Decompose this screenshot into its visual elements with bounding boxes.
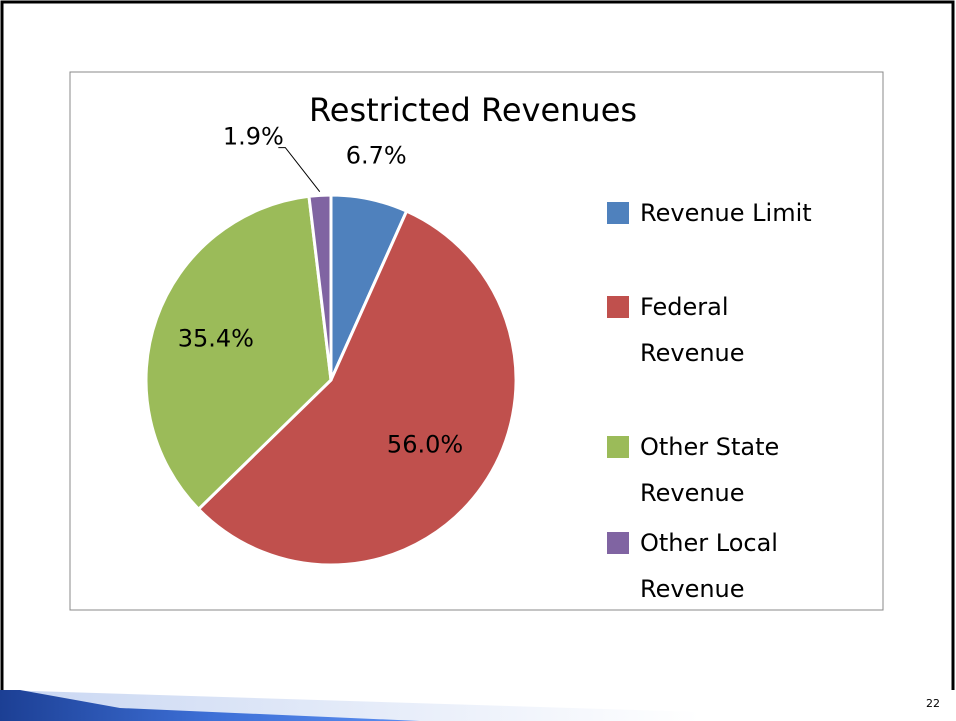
slide: Restricted Revenues 22 6.7% 56.0% 35.4% 1.9… (0, 0, 956, 721)
legend-swatch (607, 436, 629, 458)
data-label: 6.7% (346, 141, 407, 169)
data-label: 56.0% (387, 431, 463, 459)
chart-title: Restricted Revenues (309, 91, 637, 129)
legend-label: Revenue Limit (640, 190, 840, 236)
legend-swatch (607, 296, 629, 318)
legend-label: Other State Revenue (640, 424, 840, 516)
legend-label: Other Local Revenue (640, 520, 840, 612)
legend-item: Other Local Revenue (607, 520, 877, 612)
legend-swatch (607, 202, 629, 224)
legend-item: Other State Revenue (607, 424, 877, 516)
legend-item: Revenue Limit (607, 190, 877, 236)
legend-label: Federal Revenue (640, 284, 840, 376)
legend: Revenue Limit Federal Revenue Other State … (607, 190, 877, 616)
legend-swatch (607, 532, 629, 554)
legend-item: Federal Revenue (607, 284, 877, 376)
data-label: 1.9% (223, 123, 284, 151)
page-number: 22 (926, 697, 940, 710)
data-label: 35.4% (178, 324, 254, 352)
